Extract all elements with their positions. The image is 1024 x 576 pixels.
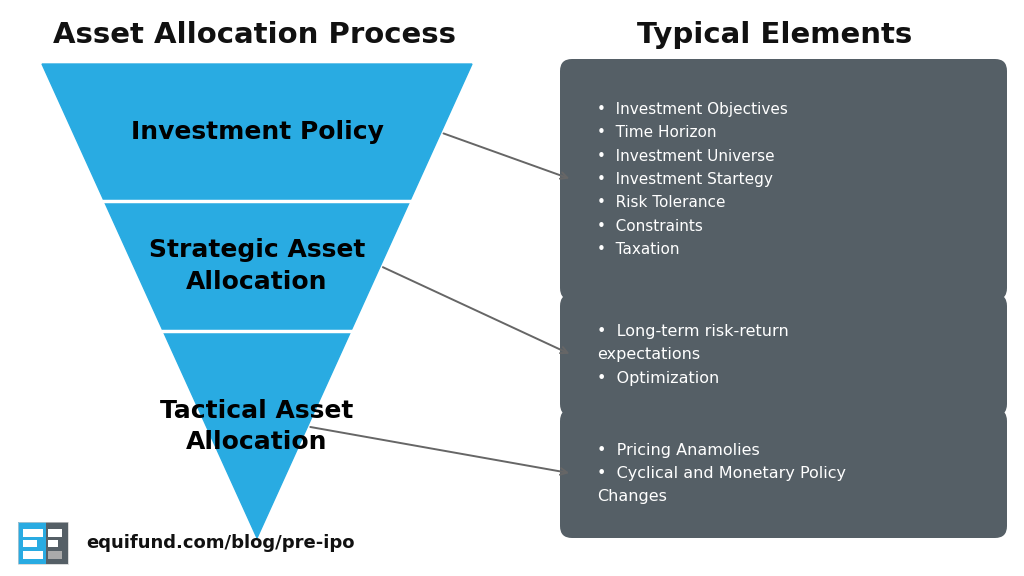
Text: Typical Elements: Typical Elements (637, 21, 912, 49)
FancyBboxPatch shape (560, 294, 1007, 416)
FancyBboxPatch shape (45, 522, 68, 564)
FancyBboxPatch shape (18, 522, 45, 564)
FancyBboxPatch shape (48, 540, 57, 547)
FancyBboxPatch shape (48, 551, 62, 559)
FancyBboxPatch shape (560, 409, 1007, 538)
Text: equifund.com/blog/pre-ipo: equifund.com/blog/pre-ipo (86, 534, 354, 552)
Text: Tactical Asset
Allocation: Tactical Asset Allocation (161, 399, 353, 454)
FancyBboxPatch shape (560, 59, 1007, 300)
FancyBboxPatch shape (48, 529, 62, 537)
FancyBboxPatch shape (23, 529, 43, 537)
Text: Strategic Asset
Allocation: Strategic Asset Allocation (148, 238, 366, 294)
FancyBboxPatch shape (23, 551, 43, 559)
Text: Asset Allocation Process: Asset Allocation Process (53, 21, 457, 49)
FancyBboxPatch shape (23, 540, 37, 547)
Text: •  Investment Objectives
•  Time Horizon
•  Investment Universe
•  Investment St: • Investment Objectives • Time Horizon •… (597, 102, 787, 257)
Text: Investment Policy: Investment Policy (131, 120, 383, 145)
Polygon shape (42, 64, 472, 538)
Text: •  Pricing Anamolies
•  Cyclical and Monetary Policy
Changes: • Pricing Anamolies • Cyclical and Monet… (597, 442, 846, 505)
Text: •  Long-term risk-return
expectations
•  Optimization: • Long-term risk-return expectations • O… (597, 324, 788, 386)
